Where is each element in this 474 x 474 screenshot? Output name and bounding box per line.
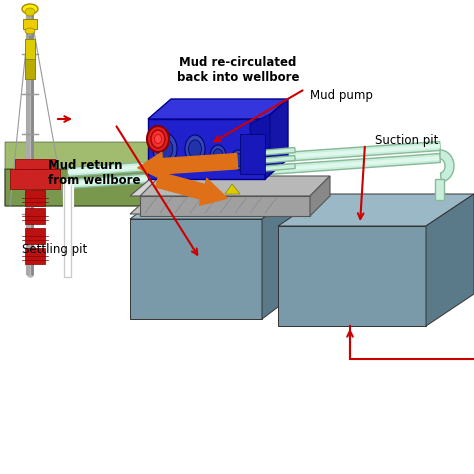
Polygon shape	[240, 134, 265, 174]
Polygon shape	[68, 154, 440, 189]
Polygon shape	[148, 119, 265, 179]
FancyArrowPatch shape	[156, 173, 228, 205]
Polygon shape	[436, 179, 445, 200]
Polygon shape	[25, 228, 45, 244]
Polygon shape	[140, 176, 330, 196]
Text: Mud return
from wellbore: Mud return from wellbore	[48, 159, 140, 187]
Polygon shape	[5, 169, 220, 206]
Polygon shape	[278, 226, 426, 326]
Ellipse shape	[231, 150, 245, 170]
FancyArrowPatch shape	[138, 152, 238, 180]
Ellipse shape	[22, 4, 38, 14]
Polygon shape	[25, 208, 45, 224]
Ellipse shape	[213, 149, 223, 163]
Polygon shape	[130, 179, 285, 196]
Text: Mud re-circulated
back into wellbore: Mud re-circulated back into wellbore	[177, 56, 299, 84]
Polygon shape	[25, 190, 45, 206]
Ellipse shape	[153, 133, 177, 165]
Polygon shape	[260, 147, 295, 155]
Text: Mud pump: Mud pump	[310, 89, 373, 102]
Ellipse shape	[147, 126, 169, 152]
Polygon shape	[440, 150, 454, 182]
Polygon shape	[130, 189, 302, 219]
Polygon shape	[426, 194, 474, 326]
Ellipse shape	[234, 154, 243, 166]
Ellipse shape	[210, 145, 226, 167]
Polygon shape	[262, 189, 302, 319]
Polygon shape	[130, 196, 285, 214]
Polygon shape	[310, 176, 330, 216]
Polygon shape	[25, 39, 35, 59]
Polygon shape	[68, 144, 440, 174]
Text: Suction pit: Suction pit	[375, 134, 438, 147]
Ellipse shape	[25, 28, 35, 34]
Text: Settling pit: Settling pit	[22, 243, 87, 255]
Polygon shape	[260, 155, 295, 164]
Ellipse shape	[185, 135, 205, 163]
Polygon shape	[140, 196, 310, 216]
Polygon shape	[23, 19, 37, 29]
Polygon shape	[15, 159, 55, 169]
Ellipse shape	[189, 140, 201, 158]
Ellipse shape	[157, 138, 173, 159]
Polygon shape	[10, 169, 60, 189]
Polygon shape	[25, 248, 45, 264]
Polygon shape	[225, 184, 240, 194]
Polygon shape	[68, 142, 440, 176]
Polygon shape	[278, 194, 474, 226]
Polygon shape	[130, 219, 262, 319]
Polygon shape	[265, 99, 288, 179]
Ellipse shape	[155, 135, 162, 144]
Polygon shape	[68, 156, 440, 186]
Polygon shape	[250, 114, 270, 164]
Polygon shape	[5, 142, 220, 169]
Polygon shape	[148, 99, 288, 119]
Polygon shape	[25, 59, 35, 79]
Ellipse shape	[25, 8, 35, 16]
Polygon shape	[260, 164, 295, 172]
Ellipse shape	[151, 130, 165, 148]
